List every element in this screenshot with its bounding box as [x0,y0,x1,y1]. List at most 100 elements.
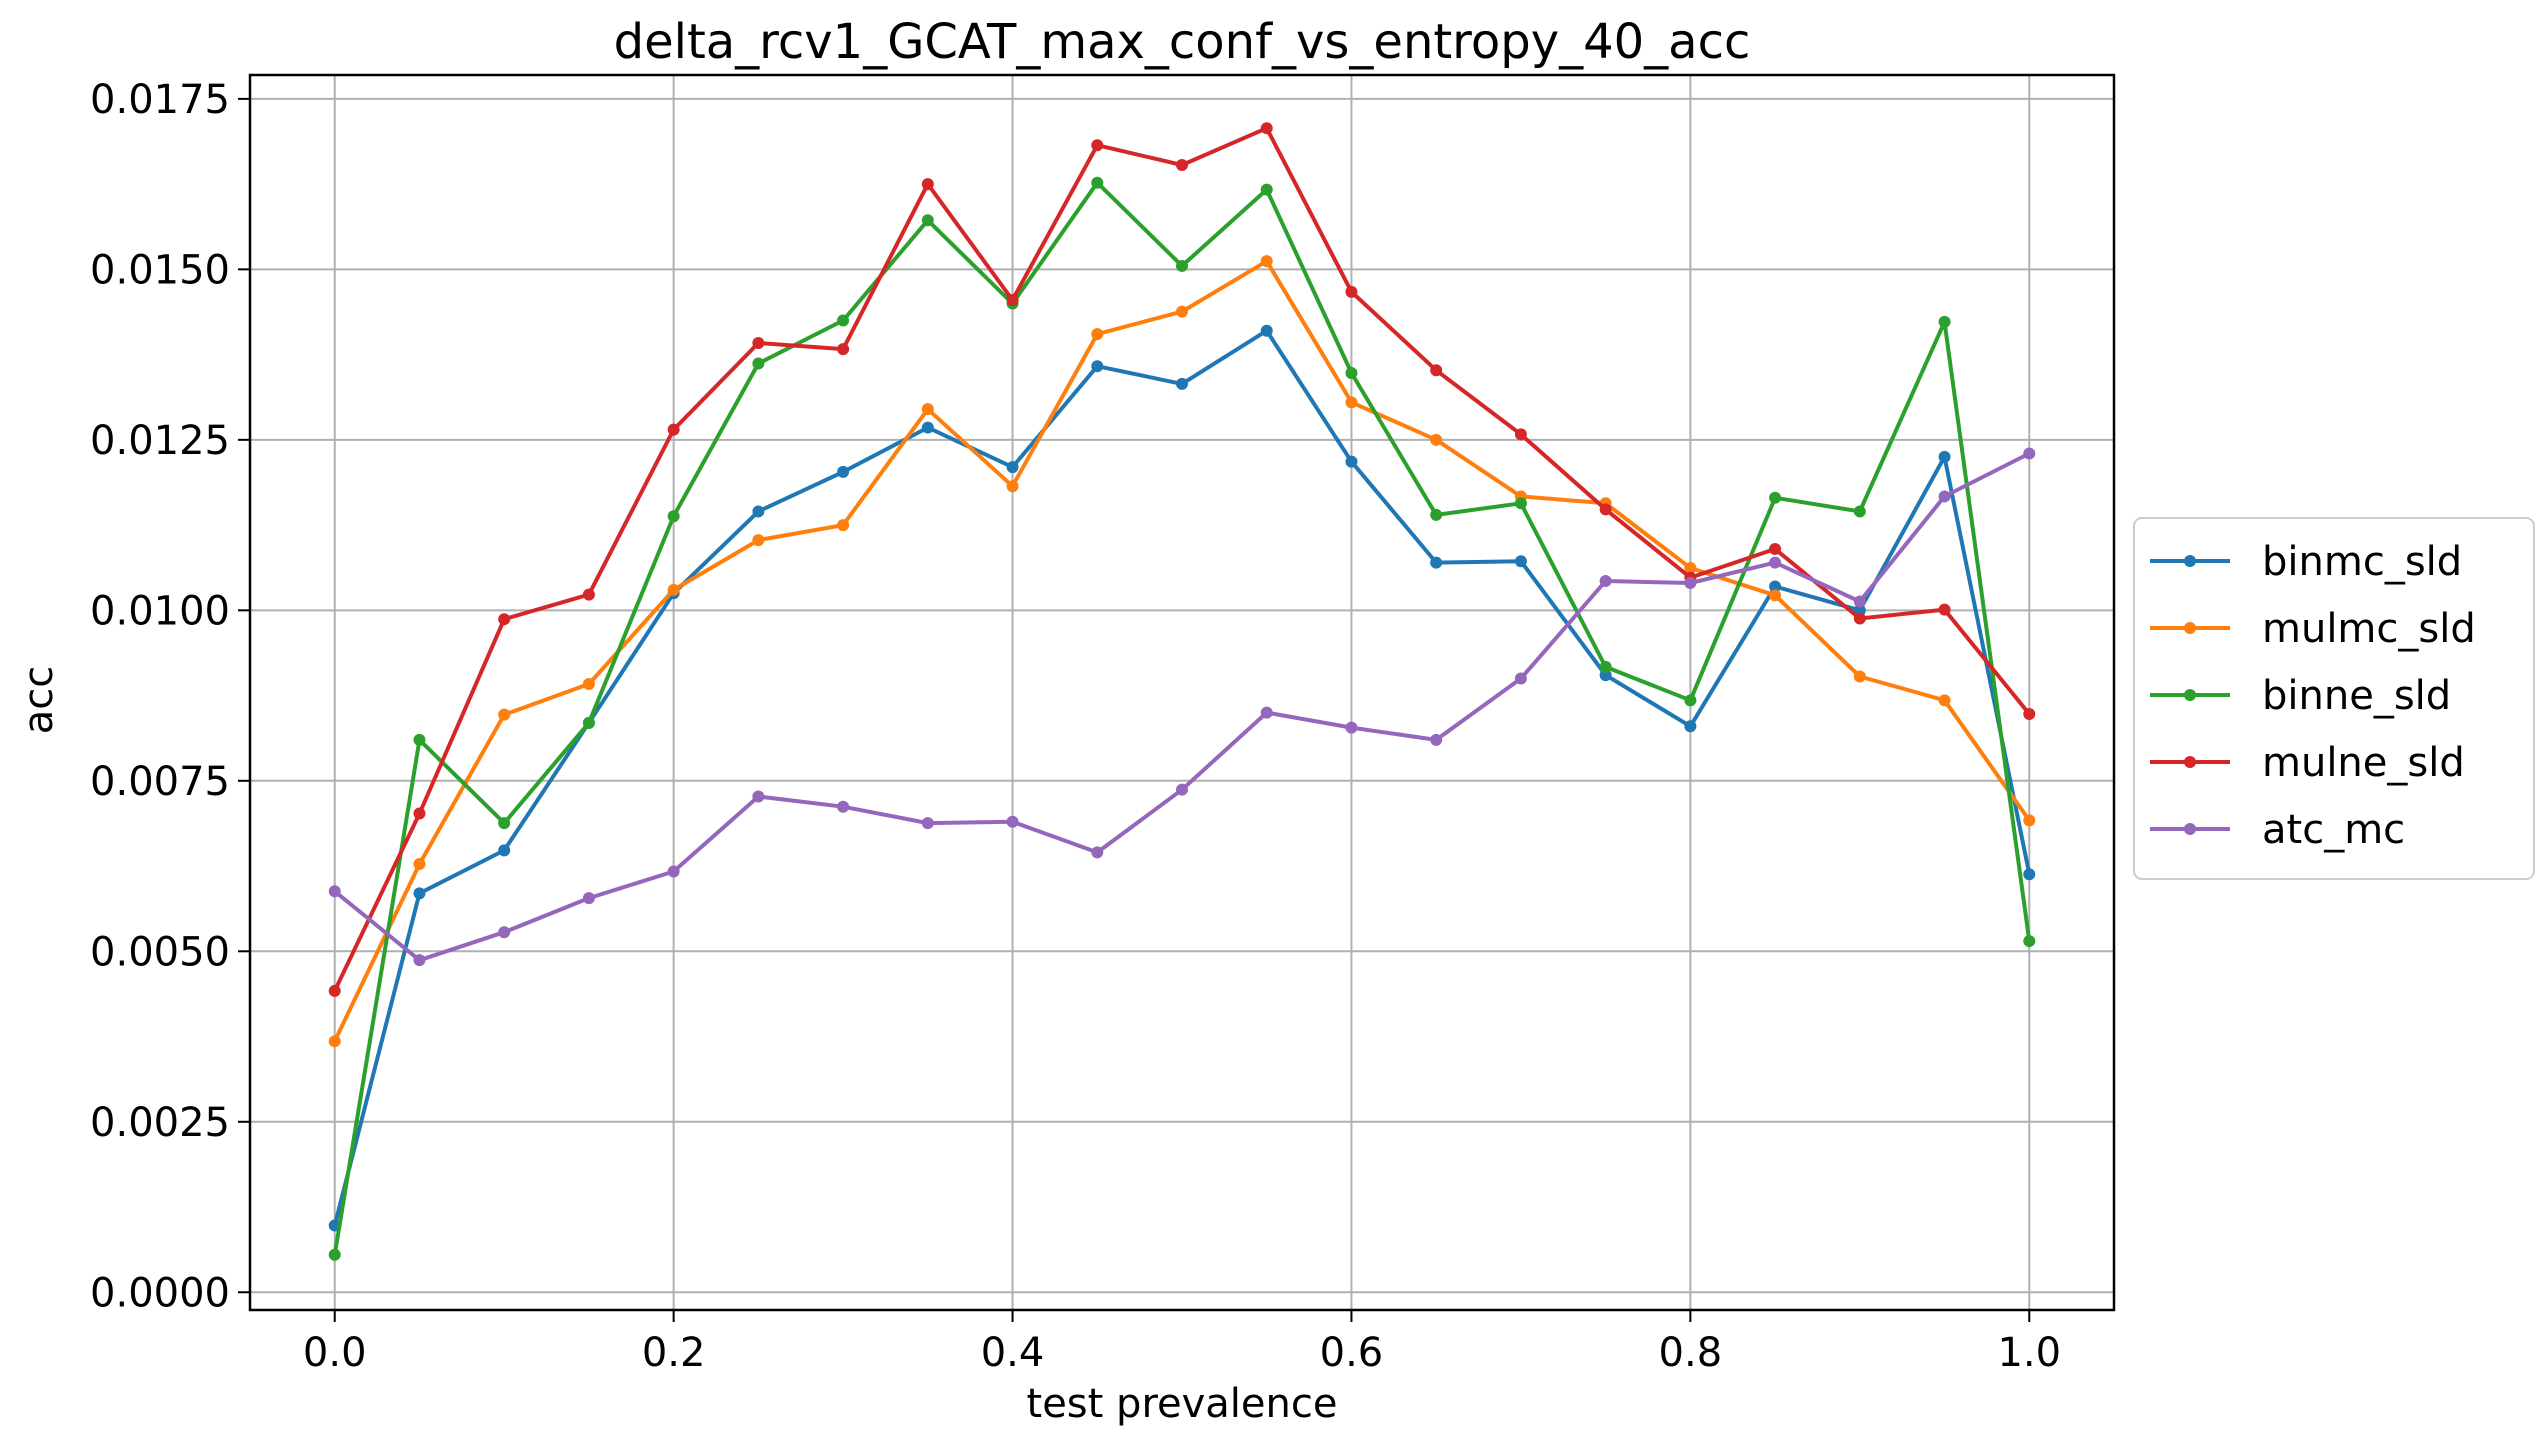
data-point-mulne_sld [1938,603,1951,616]
legend-label: mulmc_sld [2262,606,2476,652]
y-axis-title: acc [16,666,62,735]
data-point-mulmc_sld [921,403,934,416]
data-point-binne_sld [1853,505,1866,518]
y-tick-label: 0.0025 [90,1100,230,1146]
data-point-binne_sld [921,214,934,227]
data-point-atc_mc [498,926,511,939]
data-point-binmc_sld [2023,868,2036,881]
data-point-mulne_sld [2023,707,2036,720]
y-tick-label: 0.0100 [90,588,230,634]
data-point-mulmc_sld [667,583,680,596]
data-point-atc_mc [1176,783,1188,796]
legend-marker [2184,756,2196,768]
data-point-binne_sld [837,314,850,327]
data-point-binne_sld [1599,660,1612,673]
data-point-atc_mc [1430,733,1443,746]
data-point-atc_mc [1514,672,1527,685]
data-point-binmc_sld [921,421,934,434]
data-point-mulmc_sld [1006,480,1019,493]
legend-label: mulne_sld [2262,740,2465,786]
legend-label: binne_sld [2262,673,2451,719]
data-point-mulne_sld [1345,285,1358,298]
data-point-binmc_sld [1091,360,1104,373]
series-line-binmc_sld [332,328,2032,1226]
chart-title: delta_rcv1_GCAT_max_conf_vs_entropy_40_a… [614,14,1751,70]
legend-marker [2184,823,2196,835]
data-point-binmc_sld [752,505,765,518]
legend-item-binne_sld: binne_sld [2150,673,2451,719]
data-point-atc_mc [1091,846,1104,859]
series-mulne_sld [328,122,2036,997]
data-point-binmc_sld [1684,720,1697,733]
series-line-atc_mc [333,451,2031,963]
legend: binmc_sld mulmc_sld binne_sld mulne_sld atc_… [2133,517,2535,880]
data-point-atc_mc [921,817,934,830]
data-point-binne_sld [1938,315,1951,328]
data-point-binmc_sld [498,844,511,857]
data-point-binne_sld [752,357,765,370]
data-point-mulmc_sld [328,1035,341,1048]
data-point-binne_sld [1514,497,1527,510]
data-point-binmc_sld [1769,580,1782,593]
data-point-mulmc_sld [1091,328,1104,341]
legend-marker [2184,689,2196,701]
x-axis-title: test prevalence [1027,1381,1338,1427]
y-tick-label: 0.0000 [90,1270,230,1316]
data-point-mulmc_sld [1853,670,1866,683]
data-point-mulne_sld [582,588,595,601]
legend-label: binmc_sld [2262,539,2462,585]
data-point-mulmc_sld [413,858,426,871]
x-tick-label: 0.8 [1659,1330,1723,1376]
data-point-binne_sld [1769,491,1782,504]
data-point-binmc_sld [1260,324,1273,337]
data-point-atc_mc [582,892,595,905]
data-point-atc_mc [1260,706,1273,719]
data-point-mulne_sld [752,337,765,350]
data-point-mulne_sld [1176,159,1188,172]
series-binne_sld [328,176,2036,1261]
data-point-mulne_sld [667,423,680,436]
axis-ticks: 0.0 0.2 0.4 0.6 0.8 1.0 0.0000 0.0025 0.0050 0.00… [90,77,2061,1376]
data-point-atc_mc [1599,575,1612,588]
data-point-binmc_sld [1938,450,1951,463]
x-tick-label: 0.0 [303,1330,367,1376]
legend-item-mulne_sld: mulne_sld [2150,740,2465,786]
legend-item-binmc_sld: binmc_sld [2150,539,2462,585]
data-point-mulne_sld [921,178,934,191]
data-point-mulne_sld [1260,122,1273,135]
data-point-mulne_sld [1514,428,1527,441]
data-point-binne_sld [1345,367,1358,380]
data-point-mulmc_sld [837,519,850,532]
plot-area-frame [248,73,2116,1312]
data-point-binne_sld [1260,183,1273,196]
data-point-atc_mc [1345,721,1358,734]
x-tick-label: 1.0 [1997,1330,2061,1376]
y-tick-label: 0.0125 [90,418,230,464]
data-point-mulmc_sld [752,534,765,547]
data-point-mulne_sld [837,343,850,356]
legend-item-atc_mc: atc_mc [2150,807,2405,853]
data-point-atc_mc [1684,577,1697,590]
data-point-binmc_sld [837,465,850,478]
x-tick-label: 0.6 [1320,1330,1384,1376]
legend-marker [2184,555,2196,567]
data-point-mulne_sld [1430,364,1443,377]
data-point-binne_sld [667,510,680,523]
data-point-mulne_sld [328,984,341,997]
data-point-atc_mc [1938,490,1951,503]
data-point-binmc_sld [1006,461,1019,474]
data-point-binmc_sld [413,887,426,900]
data-point-binmc_sld [1514,555,1527,568]
data-point-binmc_sld [1345,455,1358,468]
data-point-mulmc_sld [582,677,595,690]
series-binmc_sld [328,324,2036,1232]
legend-box [2133,517,2535,880]
series-lines [328,122,2036,1261]
series-atc_mc [328,447,2036,967]
data-point-binne_sld [498,817,511,830]
legend-marker [2184,622,2196,634]
data-point-mulmc_sld [2023,814,2036,827]
data-point-binne_sld [582,716,595,729]
data-point-mulmc_sld [1769,589,1782,602]
